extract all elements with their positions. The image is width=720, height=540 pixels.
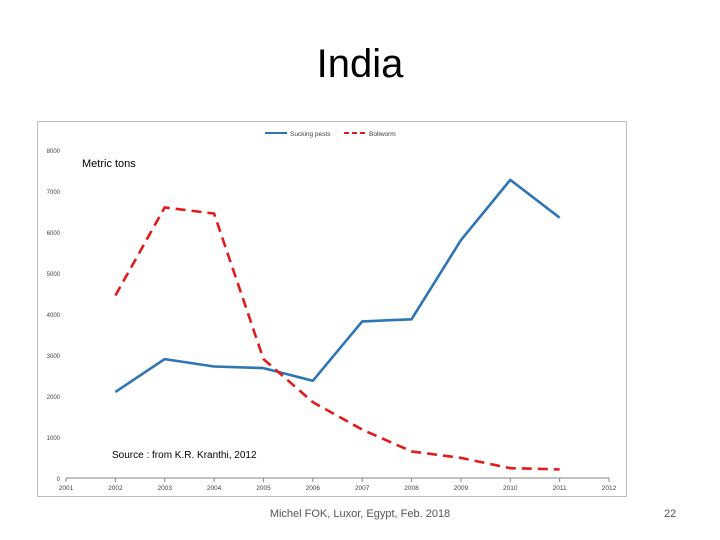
footer-text: Michel FOK, Luxor, Egypt, Feb. 2018 xyxy=(269,508,451,520)
x-tick-label: 2007 xyxy=(355,485,370,492)
x-tick-label: 2006 xyxy=(306,485,321,492)
legend: Sucking pests Bollworm xyxy=(265,131,396,138)
x-tick-label: 2004 xyxy=(207,485,222,492)
x-tick-label: 2001 xyxy=(59,485,74,492)
y-tick-label: 0 xyxy=(57,477,61,483)
y-tick-label: 6000 xyxy=(47,231,61,237)
chart-frame xyxy=(37,121,627,497)
x-tick-label: 2005 xyxy=(256,485,271,492)
axes: 0 1000 2000 3000 4000 5000 6000 7000 8000 2001 200… xyxy=(47,149,617,492)
y-tick-label: 3000 xyxy=(47,354,61,360)
source-annotation: Source : from K.R. Kranthi, 2012 xyxy=(112,450,257,461)
series-line-bollworm xyxy=(114,206,560,471)
x-tick-label: 2002 xyxy=(108,485,123,492)
x-tick-label: 2010 xyxy=(503,485,518,492)
y-tick-label: 1000 xyxy=(47,436,61,442)
slide-title: India xyxy=(316,42,404,86)
x-tick-label: 2008 xyxy=(404,485,419,492)
series-line-sucking-pests xyxy=(114,178,561,393)
x-tick-label: 2009 xyxy=(454,485,469,492)
y-tick-label: 2000 xyxy=(47,395,61,401)
page-number: 22 xyxy=(664,508,677,520)
y-tick-label: 7000 xyxy=(47,190,61,196)
x-tick-label: 2012 xyxy=(602,485,617,492)
y-axis-title: Metric tons xyxy=(82,158,136,170)
y-tick-label: 5000 xyxy=(47,272,61,278)
legend-label: Sucking pests xyxy=(290,131,331,138)
y-tick-label: 4000 xyxy=(47,313,61,319)
x-tick-label: 2011 xyxy=(553,485,567,492)
series-layer xyxy=(114,178,561,471)
y-tick-label: 8000 xyxy=(47,149,61,155)
x-tick-label: 2003 xyxy=(157,485,172,492)
legend-label: Bollworm xyxy=(369,131,396,138)
